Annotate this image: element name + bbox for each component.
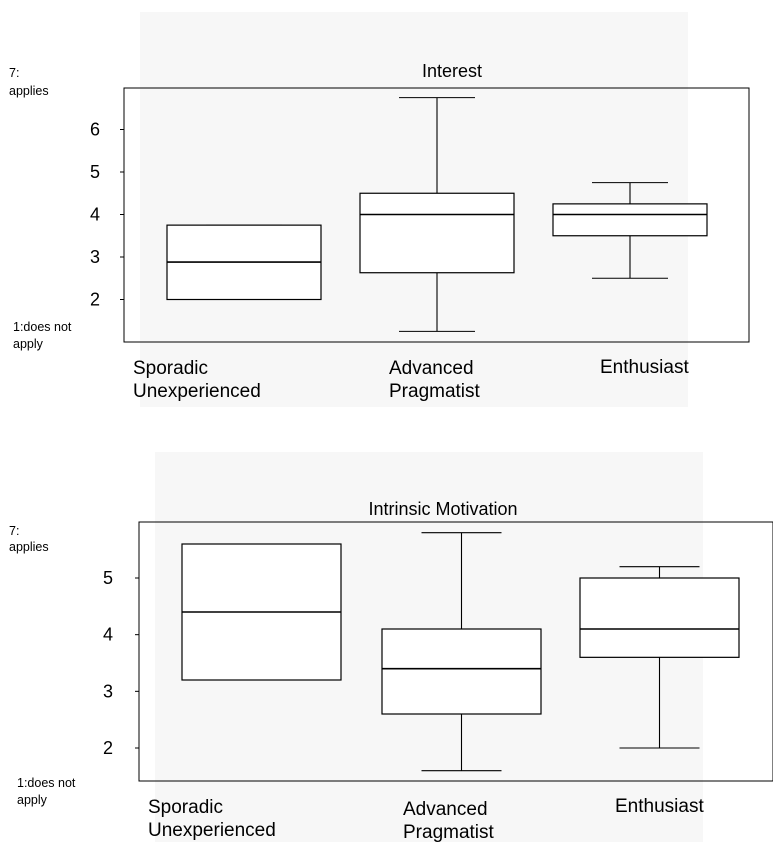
category-label: Sporadic: [133, 358, 208, 379]
category-label: Unexperienced: [133, 381, 261, 402]
iqr-box: [359, 192, 515, 274]
y-tick-label: 3: [103, 681, 113, 701]
box-3: [579, 566, 740, 749]
iqr-box: [552, 203, 708, 237]
plot-frame: [138, 521, 773, 782]
y-tick-label: 4: [90, 205, 100, 225]
y-tick-label: 5: [103, 568, 113, 588]
box-1: [181, 543, 342, 681]
category-label: Sporadic: [148, 797, 223, 818]
y-scale-top-note: 7:: [9, 524, 19, 538]
y-scale-top-note: 7:: [9, 66, 19, 80]
category-label: Pragmatist: [403, 822, 495, 843]
box-2: [381, 532, 542, 772]
y-tick-label: 2: [103, 738, 113, 758]
category-label: Enthusiast: [600, 357, 689, 378]
box-plot-1: Interest 2 3 4 5 6 7: applies 1:does not apply Spo…: [9, 61, 750, 402]
box-3: [552, 182, 708, 279]
iqr-box: [579, 577, 740, 658]
chart-title: Interest: [422, 61, 482, 81]
iqr-box: [381, 628, 542, 715]
category-label: Advanced: [403, 799, 488, 820]
y-scale-bottom-note: apply: [13, 337, 44, 351]
y-tick-label: 6: [90, 120, 100, 140]
category-label: Unexperienced: [148, 820, 276, 841]
y-scale-bottom-note: apply: [17, 793, 48, 807]
y-tick-label: 3: [90, 247, 100, 267]
y-tick-label: 5: [90, 162, 100, 182]
y-scale-top-note: applies: [9, 540, 49, 554]
chart-title: Intrinsic Motivation: [368, 499, 517, 519]
y-tick-label: 2: [90, 290, 100, 310]
category-label: Enthusiast: [615, 796, 704, 817]
box-1: [166, 224, 322, 301]
category-label: Advanced: [389, 358, 474, 379]
y-scale-bottom-note: 1:does not: [17, 776, 76, 790]
y-scale-bottom-note: 1:does not: [13, 320, 72, 334]
y-tick-label: 4: [103, 625, 113, 645]
y-scale-top-note: applies: [9, 84, 49, 98]
box-2: [359, 97, 515, 332]
category-label: Pragmatist: [389, 381, 481, 402]
box-plot-2: Intrinsic Motivation 2 3 4 5 7: applies 1:does …: [9, 499, 773, 843]
